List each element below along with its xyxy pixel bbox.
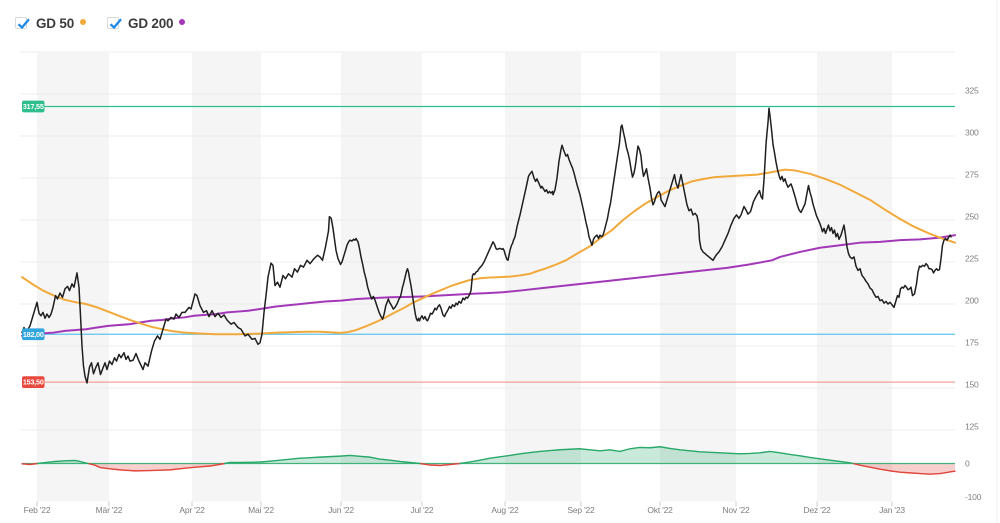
month-band	[341, 53, 422, 502]
y-axis-label: 325	[965, 86, 979, 96]
price-line	[21, 107, 952, 384]
y-axis-label: 275	[965, 170, 979, 180]
checkmark-icon	[109, 18, 122, 30]
oscillator-negative-fill	[22, 463, 955, 475]
level-pill-label: 317,55	[23, 102, 44, 111]
legend-item-gd50[interactable]: GD 50	[15, 15, 87, 31]
level-pill-label: 182,00	[23, 330, 44, 339]
x-axis-label: Mai '22	[248, 505, 274, 515]
oscillator-line	[459, 446, 854, 465]
month-band	[817, 53, 892, 502]
level-pill	[22, 328, 45, 341]
oscillator-line	[223, 454, 421, 465]
y-axis-label: 225	[965, 254, 979, 264]
chart-legend: GD 50 GD 200	[0, 0, 186, 46]
y-axis-label: -100	[965, 492, 982, 502]
x-axis-label: Feb '22	[24, 505, 51, 515]
y-axis-label: 300	[965, 128, 979, 138]
x-axis-label: Dez '22	[803, 505, 831, 515]
legend-item-gd200[interactable]: GD 200	[107, 15, 186, 31]
level-pill	[22, 376, 45, 389]
month-band	[660, 53, 736, 502]
gd200-color-dot	[179, 19, 186, 25]
x-axis-label: Apr '22	[179, 505, 205, 515]
gd200-checkbox[interactable]	[107, 17, 122, 30]
gd50-line	[21, 168, 956, 336]
x-axis-label: Okt '22	[647, 505, 673, 515]
legend-label-gd200: GD 200	[128, 15, 174, 31]
x-axis-label: Jun '22	[328, 505, 354, 515]
y-axis-label: 150	[965, 380, 979, 390]
y-axis-label: 175	[965, 338, 979, 348]
checkmark-icon	[17, 18, 30, 30]
month-band	[37, 53, 109, 502]
level-pill-label: 153,50	[23, 378, 44, 387]
y-axis-label: 200	[965, 296, 979, 306]
y-axis-label: 250	[965, 212, 979, 222]
month-band	[505, 53, 581, 502]
x-axis-label: Mär '22	[96, 505, 123, 515]
x-axis-label: Nov '22	[722, 505, 750, 515]
oscillator-line	[419, 462, 461, 467]
month-band	[192, 53, 261, 502]
y-axis-label: 0	[965, 459, 970, 469]
oscillator-positive-fill	[22, 446, 955, 464]
oscillator-line	[852, 462, 956, 475]
x-axis-label: Aug '22	[491, 505, 519, 515]
y-axis-label: 125	[965, 422, 979, 432]
level-pill	[22, 100, 45, 113]
oscillator-line	[21, 462, 39, 466]
gd50-checkbox[interactable]	[15, 17, 30, 30]
x-axis-label: Sep '22	[567, 505, 595, 515]
oscillator-line	[87, 462, 226, 472]
legend-label-gd50: GD 50	[36, 15, 75, 31]
x-axis-label: Jul '22	[411, 505, 434, 515]
x-axis-label: Jan '23	[879, 505, 905, 515]
gd50-color-dot	[80, 19, 87, 25]
oscillator-line	[36, 459, 89, 465]
